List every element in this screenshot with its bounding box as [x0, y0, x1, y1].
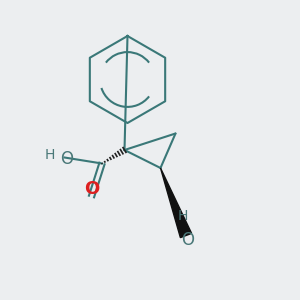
Text: O: O — [181, 231, 194, 249]
Text: O: O — [60, 150, 74, 168]
Text: H: H — [178, 209, 188, 223]
Text: H: H — [45, 148, 55, 162]
Text: O: O — [84, 180, 99, 198]
Polygon shape — [160, 168, 192, 238]
